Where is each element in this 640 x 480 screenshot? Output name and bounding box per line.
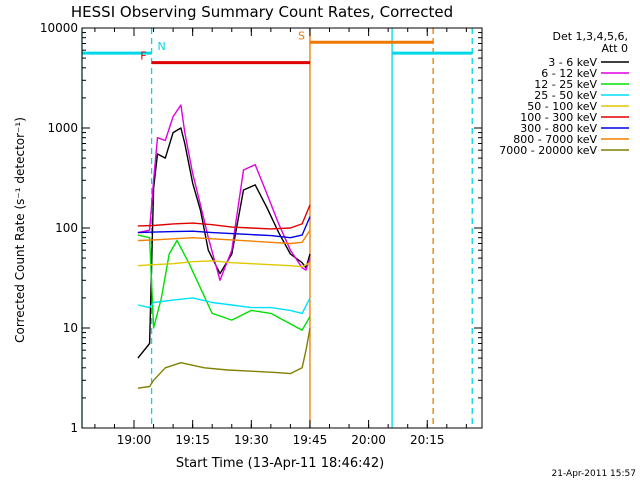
series-line-2 <box>137 234 311 331</box>
series-line-1 <box>137 104 311 281</box>
legend-label-7: 800 - 7000 keV <box>513 133 597 146</box>
legend-label-2: 12 - 25 keV <box>534 78 597 91</box>
flag-letter-N: N <box>157 40 165 53</box>
x-tick-label-5: 20:15 <box>410 433 445 447</box>
y-tick-label-4: 10000 <box>40 21 78 35</box>
x-tick-label-1: 19:15 <box>175 433 210 447</box>
x-tick-label-3: 19:45 <box>293 433 328 447</box>
series-line-0 <box>137 127 311 359</box>
legend-label-0: 3 - 6 keV <box>548 56 597 69</box>
y-axis-label: Corrected Count Rate (s⁻¹ detector⁻¹) <box>13 117 27 343</box>
y-tick-label-3: 1000 <box>47 121 78 135</box>
series-line-3 <box>137 297 311 315</box>
y-tick-label-0: 1 <box>70 421 78 435</box>
x-tick-label-4: 20:00 <box>351 433 386 447</box>
legend-label-5: 100 - 300 keV <box>520 111 597 124</box>
series-line-8 <box>137 327 311 389</box>
series-line-7 <box>137 229 311 245</box>
x-axis-label: Start Time (13-Apr-11 18:46:42) <box>176 456 384 471</box>
chart-title: HESSI Observing Summary Count Rates, Cor… <box>71 3 453 21</box>
series-line-5 <box>137 204 311 230</box>
legend-label-8: 7000 - 20000 keV <box>499 144 597 157</box>
footer-timestamp: 21-Apr-2011 15:57 <box>552 469 636 479</box>
flag-letter-F: F <box>140 50 146 63</box>
tick-layer: 1 10 100 1000 10000 19:00 19:15 19:30 19:45 20:00… <box>40 21 482 447</box>
flag-layer: NF S <box>81 28 473 428</box>
series-line-6 <box>137 216 311 239</box>
legend-header-line-2: Att 0 <box>602 42 628 55</box>
legend-label-1: 6 - 12 keV <box>541 67 597 80</box>
x-tick-label-0: 19:00 <box>117 433 152 447</box>
series-layer <box>137 104 311 389</box>
series-line-4 <box>137 260 311 268</box>
legend-label-6: 300 - 800 keV <box>520 122 597 135</box>
x-tick-label-2: 19:30 <box>234 433 269 447</box>
y-tick-label-1: 10 <box>63 321 78 335</box>
legend-header-line-1: Det 1,3,4,5,6, <box>552 30 628 43</box>
legend-label-3: 25 - 50 keV <box>534 89 597 102</box>
legend-label-4: 50 - 100 keV <box>527 100 597 113</box>
y-tick-label-2: 100 <box>55 221 78 235</box>
flag-letter-S: S <box>298 29 305 42</box>
